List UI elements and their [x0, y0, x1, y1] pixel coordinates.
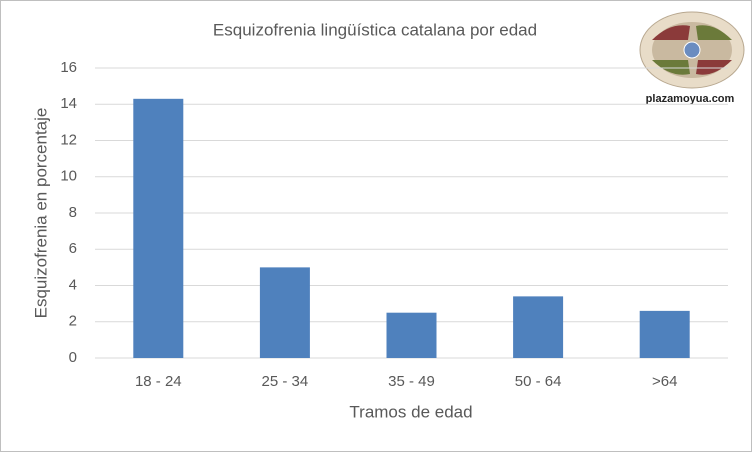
y-tick-label: 8: [69, 204, 77, 221]
y-tick-label: 0: [69, 349, 77, 366]
y-tick-label: 14: [60, 95, 77, 112]
bar: [639, 310, 690, 358]
x-tick-label: 25 - 34: [262, 373, 309, 390]
y-tick-label: 12: [60, 131, 77, 148]
logo: [639, 11, 745, 89]
y-tick-label: 16: [60, 59, 77, 76]
x-tick-label: >64: [652, 373, 677, 390]
y-tick-label: 2: [69, 313, 77, 330]
y-tick-label: 10: [60, 168, 77, 185]
bar: [513, 296, 564, 358]
y-tick-label: 6: [69, 240, 77, 257]
x-tick-label: 50 - 64: [515, 373, 562, 390]
bar: [386, 312, 437, 358]
chart-title: Esquizofrenia lingüística catalana por e…: [213, 20, 537, 39]
watermark: plazamoyua.com: [646, 93, 735, 105]
y-axis-label: Esquizofrenia en porcentaje: [31, 108, 50, 319]
x-tick-label: 35 - 49: [388, 373, 435, 390]
x-axis-label: Tramos de edad: [349, 402, 472, 421]
y-tick-label: 4: [69, 276, 77, 293]
x-tick-label: 18 - 24: [135, 373, 182, 390]
bar: [133, 98, 184, 358]
bar: [259, 267, 310, 358]
